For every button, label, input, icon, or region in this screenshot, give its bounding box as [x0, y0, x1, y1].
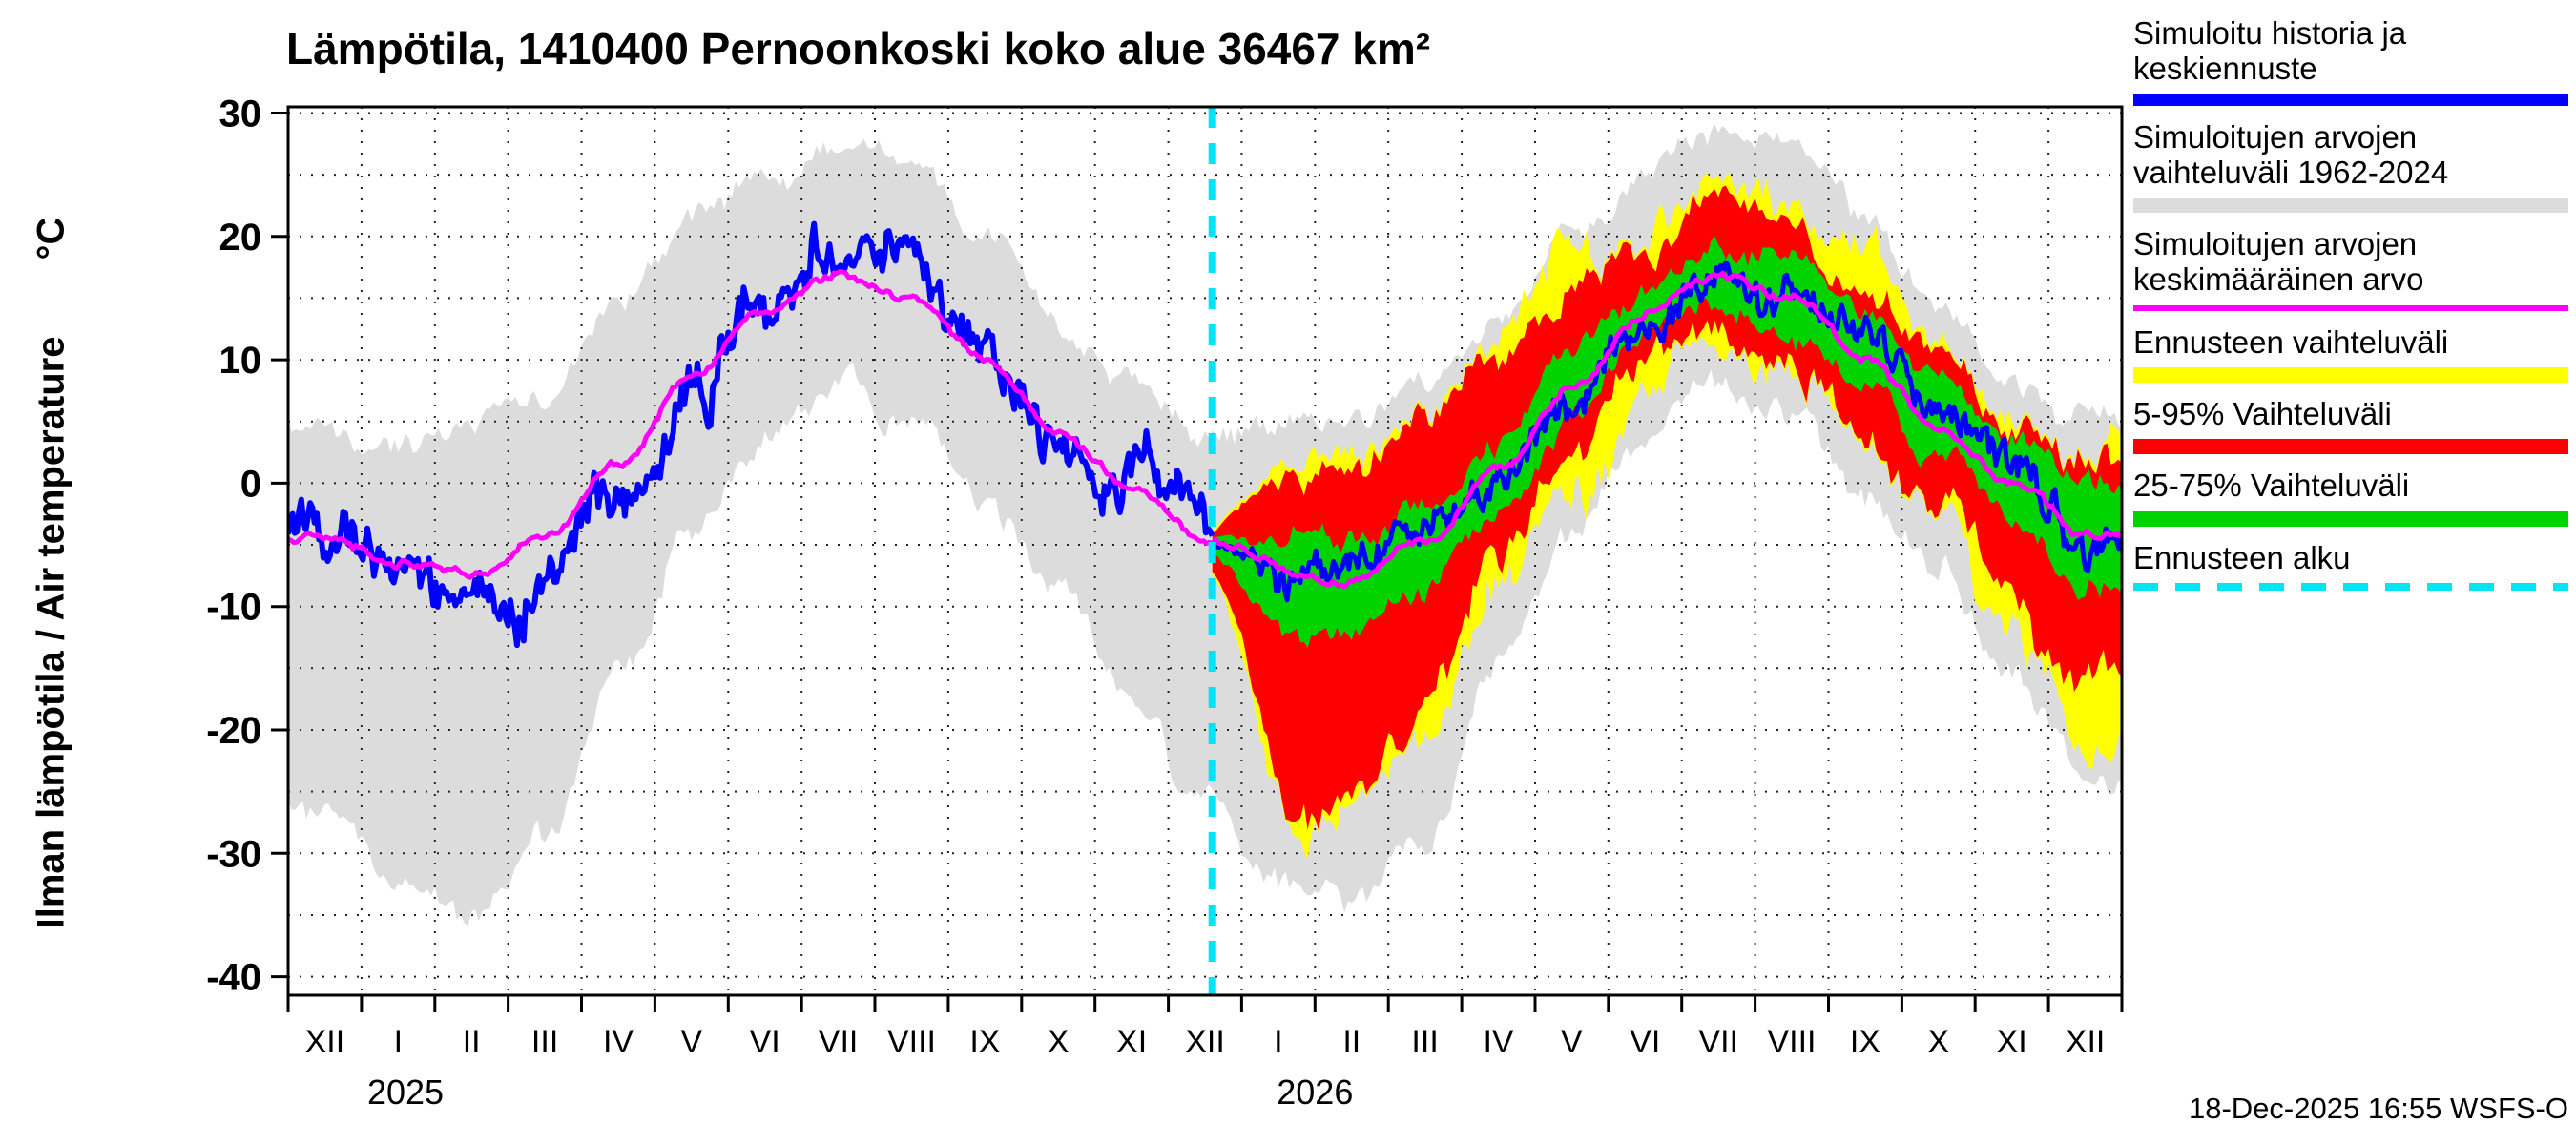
y-tick-label: 30: [219, 94, 262, 135]
x-month-label: XII: [2066, 1024, 2106, 1060]
x-month-label: XII: [305, 1024, 345, 1060]
x-month-label: II: [463, 1024, 481, 1060]
legend-sample-sim-history: [2133, 94, 2568, 106]
legend-sample-sim-mean: [2133, 304, 2568, 311]
x-month-label: IV: [603, 1024, 634, 1060]
legend-sample-range-25-75: [2133, 510, 2568, 527]
legend-item-hist-range: Simuloitujen arvojen vaihteluväli 1962-2…: [2133, 119, 2568, 214]
x-month-label: VIII: [887, 1024, 936, 1060]
x-month-label: IX: [1850, 1024, 1880, 1060]
legend-label: Simuloitujen arvojen vaihteluväli 1962-2…: [2133, 118, 2449, 190]
legend-item-sim-mean: Simuloitujen arvojen keskimääräinen arvo: [2133, 226, 2568, 311]
x-month-label: III: [531, 1024, 558, 1060]
x-month-label: X: [1927, 1024, 1949, 1060]
x-month-label: VII: [819, 1024, 859, 1060]
legend-sample-range-5-95: [2133, 439, 2568, 455]
forecast-median-line: [1212, 260, 2122, 603]
legend-label: Ennusteen alku: [2133, 539, 2351, 575]
mean-line: [288, 269, 2122, 590]
legend-sample-hist-range: [2133, 198, 2568, 214]
y-tick-label: -20: [206, 710, 261, 752]
x-month-label: XI: [1997, 1024, 2027, 1060]
legend-label: Simuloitujen arvojen keskimääräinen arvo: [2133, 226, 2424, 298]
y-tick-label: 0: [240, 463, 261, 505]
legend-item-forecast-range: Ennusteen vaihteluväli: [2133, 324, 2568, 383]
x-month-label: I: [1274, 1024, 1282, 1060]
x-month-label: IV: [1483, 1024, 1513, 1060]
y-tick-label: -10: [206, 587, 261, 629]
legend-label: 25-75% Vaihteluväli: [2133, 468, 2410, 504]
legend-label: Ennusteen vaihteluväli: [2133, 323, 2449, 360]
band-25-75: [1212, 236, 2122, 648]
year-label: 2026: [1277, 1072, 1353, 1112]
x-month-label: VIII: [1767, 1024, 1816, 1060]
x-month-label: III: [1411, 1024, 1438, 1060]
year-label: 2025: [367, 1072, 444, 1112]
plot-frame: [286, 105, 2124, 997]
legend-label: 5-95% Vaihteluväli: [2133, 395, 2392, 431]
legend-item-forecast-start: Ennusteen alku: [2133, 540, 2568, 591]
x-month-label: IX: [969, 1024, 1000, 1060]
timestamp: 18-Dec-2025 16:55 WSFS-O: [2188, 1092, 2568, 1125]
x-month-label: I: [394, 1024, 403, 1060]
legend-item-range-25-75: 25-75% Vaihteluväli: [2133, 468, 2568, 527]
legend-label: Simuloitu historia ja keskiennuste: [2133, 15, 2407, 87]
x-month-label: II: [1342, 1024, 1361, 1060]
legend-sample-forecast-start: [2133, 582, 2568, 591]
x-month-label: VII: [1698, 1024, 1738, 1060]
legend: Simuloitu historia ja keskiennuste Simulo…: [2133, 15, 2568, 604]
y-tick-label: -40: [206, 957, 261, 999]
legend-item-sim-history: Simuloitu historia ja keskiennuste: [2133, 15, 2568, 106]
legend-item-range-5-95: 5-95% Vaihteluväli: [2133, 395, 2568, 455]
legend-sample-forecast-range: [2133, 366, 2568, 383]
x-month-label: V: [680, 1024, 702, 1060]
x-month-label: X: [1048, 1024, 1070, 1060]
y-tick-label: -30: [206, 833, 261, 875]
x-month-label: XII: [1185, 1024, 1225, 1060]
y-tick-label: 20: [219, 217, 262, 259]
x-month-label: VI: [750, 1024, 780, 1060]
x-month-label: XI: [1116, 1024, 1147, 1060]
x-month-label: VI: [1630, 1024, 1660, 1060]
sim-history-line: [288, 220, 1215, 649]
chart-title: Lämpötila, 1410400 Pernoonkoski koko alu…: [286, 24, 1431, 73]
y-tick-label: 10: [219, 340, 262, 382]
x-month-label: V: [1561, 1024, 1583, 1060]
